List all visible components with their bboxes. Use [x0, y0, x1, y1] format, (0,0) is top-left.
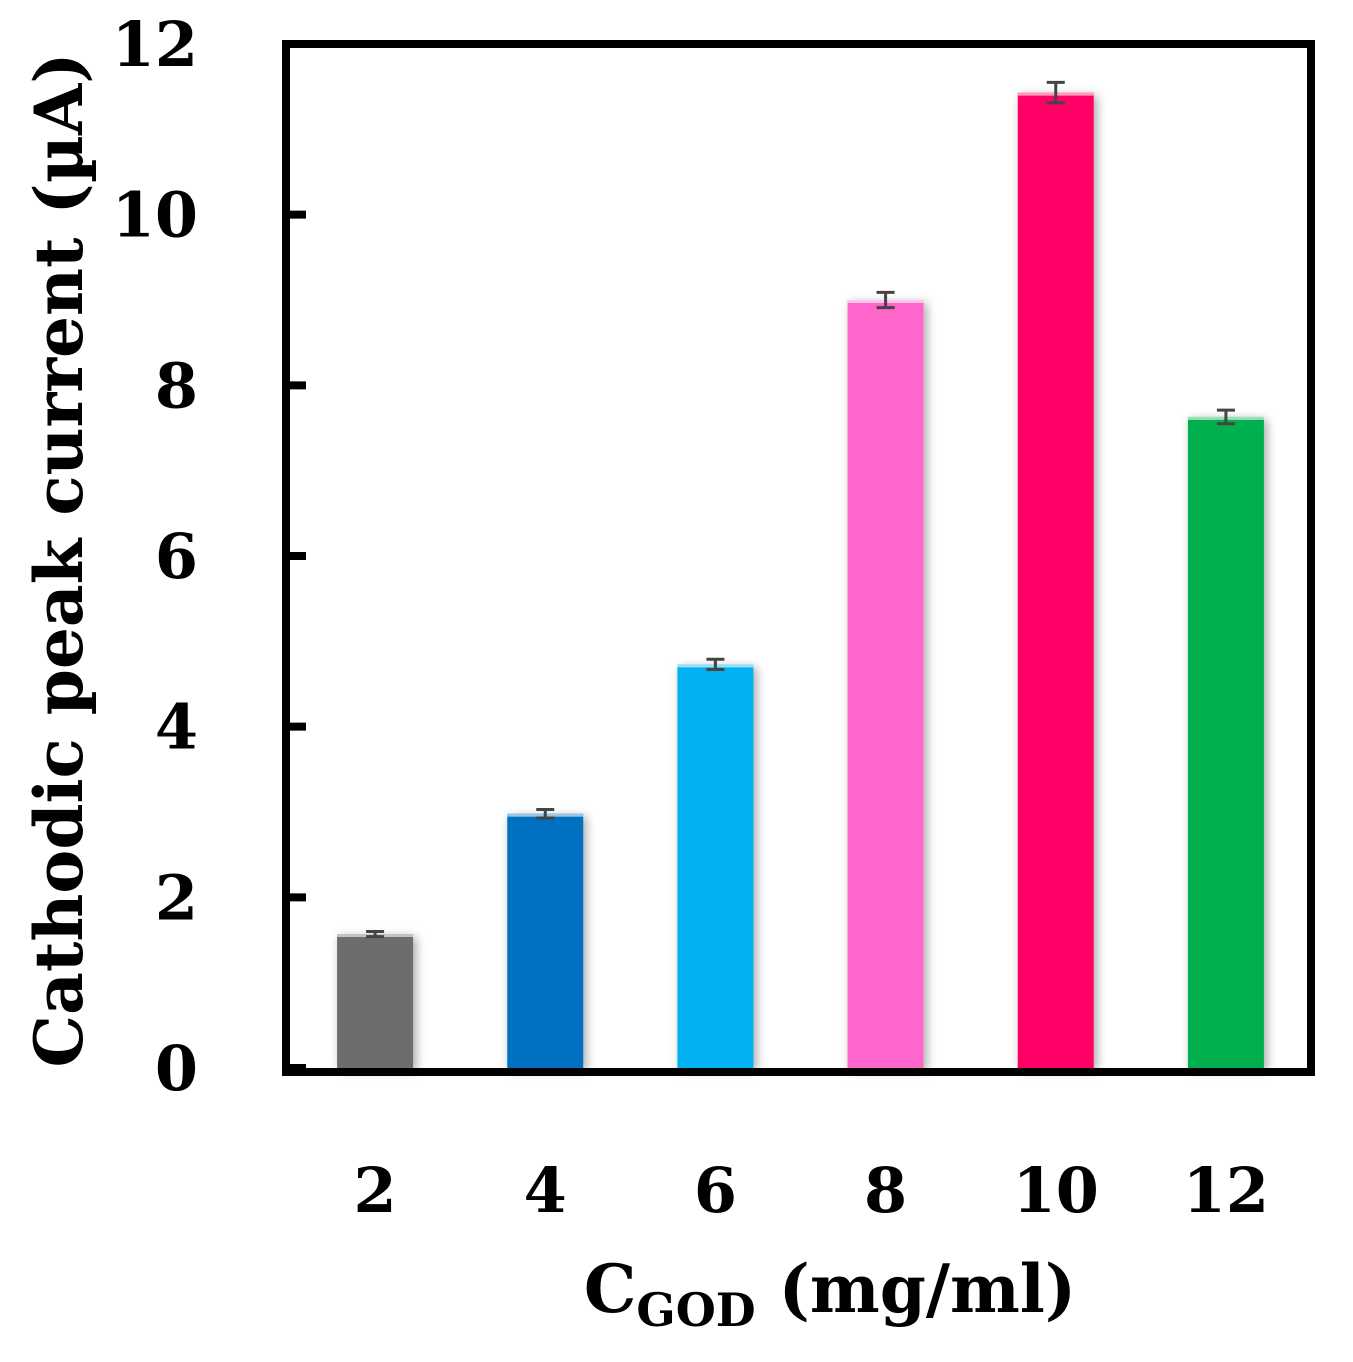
- bars-layer: [337, 80, 1264, 1068]
- plot-frame: [282, 40, 1315, 1076]
- error-bar-10: [1046, 80, 1065, 105]
- x-tick-label-2: 2: [354, 1154, 397, 1227]
- error-bar-4: [536, 807, 555, 820]
- x-tick-labels-layer: 2 4 6 8 10 12: [354, 1154, 1270, 1227]
- y-tick-label-12: 12: [112, 8, 198, 81]
- y-tick-label-8: 8: [155, 349, 198, 422]
- error-bar-2: [366, 929, 385, 939]
- y-tick-label-6: 6: [155, 520, 198, 593]
- x-axis-label-main: C: [584, 1250, 637, 1328]
- bar-2: [337, 934, 414, 1068]
- bar-8: [847, 300, 924, 1068]
- x-axis-label-subscript: GOD: [636, 1283, 755, 1337]
- x-tick-label-12: 12: [1183, 1154, 1269, 1227]
- y-tick-label-2: 2: [155, 861, 198, 934]
- y-tick-label-4: 4: [155, 691, 198, 764]
- x-axis-label: CGOD (mg/ml): [584, 1250, 1076, 1337]
- x-tick-label-8: 8: [864, 1154, 907, 1227]
- bar-12: [1187, 416, 1264, 1068]
- bar-10: [1017, 92, 1094, 1068]
- y-tick-label-0: 0: [155, 1032, 198, 1105]
- y-tick-label-10: 10: [112, 179, 198, 252]
- x-tick-label-4: 4: [524, 1154, 567, 1227]
- x-axis-label-rest: (mg/ml): [756, 1250, 1076, 1328]
- y-axis-label: Cathodic peak current (µA): [20, 53, 98, 1068]
- bar-6: [677, 664, 754, 1068]
- error-bar-8: [876, 290, 895, 310]
- x-tick-label-10: 10: [1013, 1154, 1099, 1227]
- bar-4: [507, 813, 584, 1068]
- error-bar-6: [706, 657, 725, 671]
- x-tick-label-6: 6: [694, 1154, 737, 1227]
- error-bar-12: [1216, 408, 1235, 426]
- y-ticks-layer: 0 2 4 6 8 10 12: [112, 8, 306, 1105]
